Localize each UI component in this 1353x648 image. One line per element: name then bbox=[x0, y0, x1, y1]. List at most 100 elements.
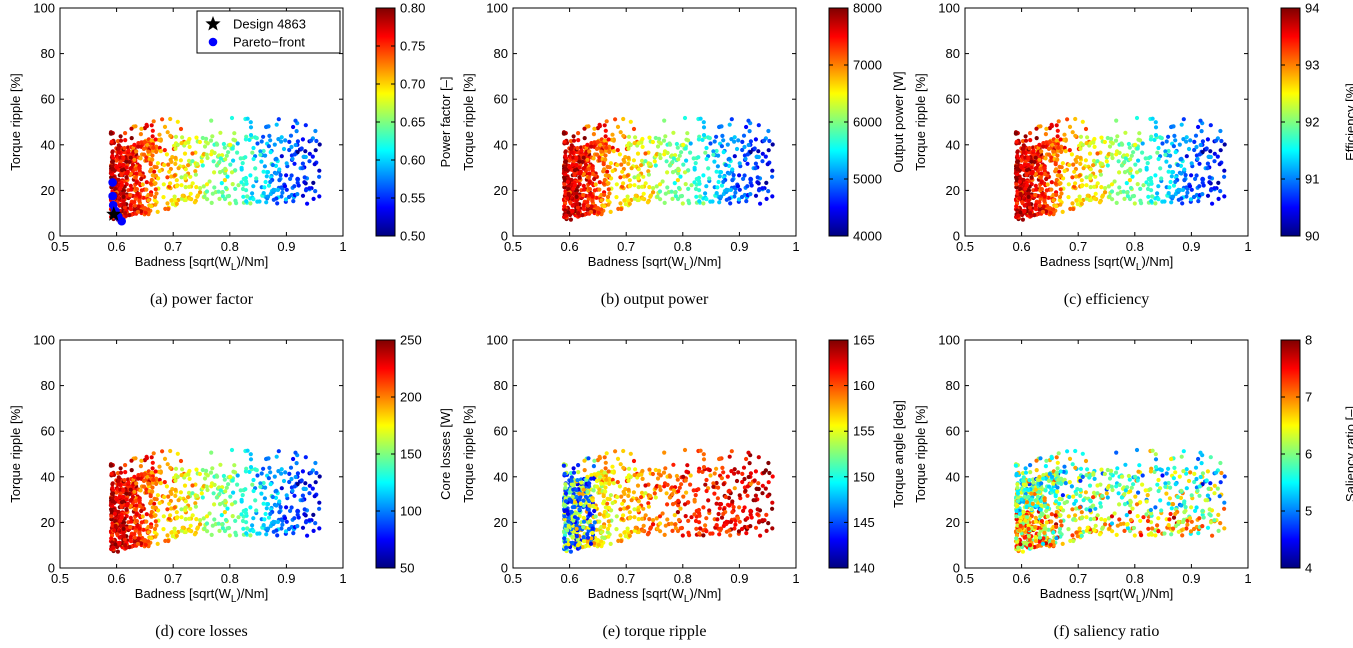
scatter-point bbox=[590, 530, 595, 536]
scatter-point bbox=[132, 532, 137, 537]
scatter-point bbox=[274, 503, 279, 508]
scatter-point bbox=[1199, 129, 1204, 134]
scatter-point bbox=[212, 185, 217, 190]
scatter-point bbox=[1218, 480, 1223, 485]
scatter-point bbox=[765, 494, 770, 499]
scatter-point bbox=[217, 160, 222, 165]
x-tick-label: 0.7 bbox=[617, 571, 635, 586]
scatter-point bbox=[654, 184, 659, 189]
scatter-point bbox=[669, 521, 674, 526]
scatter-point bbox=[748, 192, 753, 197]
scatter-point bbox=[737, 187, 742, 192]
scatter-point bbox=[187, 184, 192, 189]
scatter-point bbox=[317, 174, 322, 179]
scatter-point bbox=[1057, 164, 1062, 169]
subfigure-caption: (a) power factor bbox=[150, 291, 254, 308]
scatter-point bbox=[1067, 124, 1073, 129]
scatter-point bbox=[1153, 125, 1159, 130]
scatter-point bbox=[671, 156, 676, 161]
scatter-point bbox=[657, 468, 662, 473]
scatter-point bbox=[691, 156, 696, 161]
scatter-point bbox=[173, 493, 178, 498]
scatter-point bbox=[1033, 187, 1039, 192]
scatter-point bbox=[243, 155, 248, 160]
scatter-point bbox=[613, 449, 618, 454]
scatter-point bbox=[692, 167, 697, 172]
scatter-point bbox=[268, 150, 273, 155]
scatter-point bbox=[741, 176, 746, 181]
scatter-point bbox=[661, 138, 667, 143]
scatter-point bbox=[1080, 142, 1085, 147]
scatter-point bbox=[602, 455, 607, 460]
scatter-point bbox=[214, 163, 219, 168]
scatter-point bbox=[1188, 197, 1194, 202]
scatter-point bbox=[682, 115, 688, 121]
scatter-point bbox=[562, 508, 567, 514]
y-tick-label: 20 bbox=[946, 183, 960, 198]
scatter-point bbox=[254, 468, 259, 473]
scatter-point bbox=[268, 179, 273, 184]
scatter-point bbox=[737, 519, 742, 524]
y-tick-label: 100 bbox=[33, 333, 55, 348]
scatter-point bbox=[1033, 166, 1038, 171]
scatter-point bbox=[684, 490, 689, 495]
scatter-point bbox=[136, 144, 141, 149]
scatter-point bbox=[587, 149, 592, 154]
scatter-point bbox=[590, 503, 596, 508]
scatter-point bbox=[1027, 146, 1032, 151]
x-axis-label: Badness [sqrt(WL)/Nm] bbox=[588, 254, 721, 273]
scatter-point bbox=[675, 145, 680, 150]
scatter-point bbox=[123, 131, 128, 136]
scatter-point bbox=[157, 168, 162, 174]
scatter-point bbox=[760, 518, 765, 523]
scatter-point bbox=[186, 163, 191, 168]
scatter-point bbox=[602, 204, 607, 209]
scatter-point bbox=[1173, 138, 1178, 143]
scatter-point bbox=[707, 176, 712, 181]
scatter-point bbox=[307, 151, 312, 156]
scatter-point bbox=[714, 466, 719, 471]
scatter-point bbox=[688, 473, 693, 478]
scatter-point bbox=[117, 162, 122, 167]
scatter-point bbox=[620, 169, 625, 174]
scatter-point bbox=[581, 498, 586, 503]
scatter-point bbox=[1098, 169, 1103, 174]
scatter-point bbox=[209, 532, 214, 538]
scatter-point bbox=[161, 182, 166, 187]
scatter-point bbox=[215, 142, 220, 147]
scatter-point bbox=[1144, 180, 1149, 185]
scatter-point bbox=[218, 462, 223, 467]
scatter-point bbox=[571, 134, 576, 139]
scatter-point bbox=[1054, 192, 1059, 197]
scatter-point bbox=[165, 130, 170, 135]
scatter-point bbox=[585, 474, 590, 479]
scatter-point bbox=[287, 147, 292, 153]
scatter-point bbox=[1146, 526, 1151, 531]
scatter-point bbox=[1170, 170, 1176, 175]
scatter-point bbox=[1134, 115, 1140, 121]
scatter-point bbox=[581, 155, 586, 160]
scatter-point bbox=[1122, 160, 1127, 165]
scatter-point bbox=[683, 514, 688, 519]
scatter-point bbox=[1045, 182, 1050, 187]
scatter-point bbox=[1033, 193, 1038, 198]
scatter-point bbox=[602, 177, 607, 183]
scatter-point bbox=[679, 193, 685, 199]
scatter-point bbox=[663, 134, 668, 139]
scatter-point bbox=[280, 190, 285, 195]
scatter-point bbox=[615, 148, 620, 153]
scatter-point bbox=[141, 152, 147, 157]
scatter-point bbox=[1046, 152, 1052, 157]
scatter-point bbox=[128, 539, 134, 544]
scatter-point bbox=[673, 153, 678, 158]
scatter-point bbox=[275, 201, 280, 206]
scatter-point bbox=[626, 161, 631, 166]
scatter-point bbox=[1123, 156, 1128, 161]
scatter-point bbox=[571, 470, 577, 475]
colorbar-tick-label: 150 bbox=[853, 469, 875, 484]
scatter-point bbox=[243, 469, 248, 474]
scatter-point bbox=[271, 197, 276, 202]
scatter-point bbox=[220, 153, 225, 158]
scatter-point bbox=[761, 470, 767, 475]
